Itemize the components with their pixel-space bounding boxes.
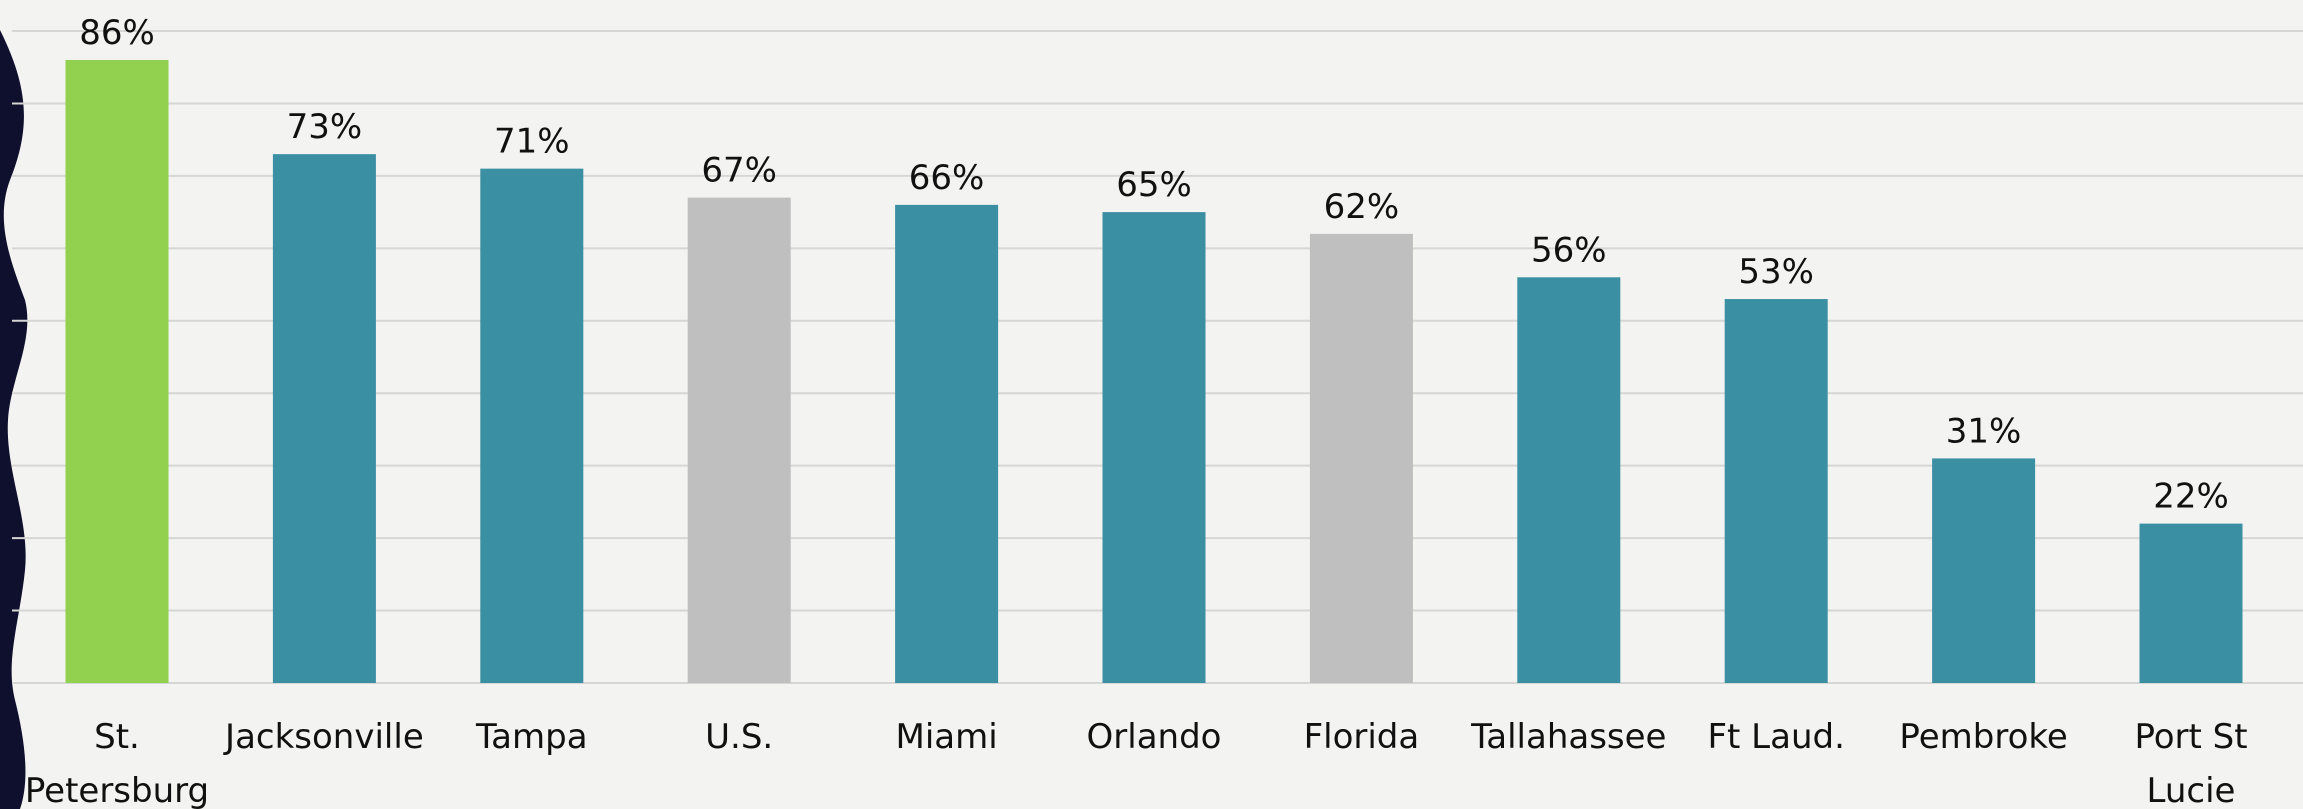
bar xyxy=(1517,277,1620,683)
bar xyxy=(66,60,169,683)
decoration xyxy=(0,30,27,809)
value-label: 22% xyxy=(2153,477,2229,517)
bar xyxy=(895,205,998,683)
x-tick-label: Port St Lucie xyxy=(2091,710,2291,809)
x-tick-label: Pembroke xyxy=(1884,710,2084,764)
bar xyxy=(688,198,791,683)
x-tick-label: Jacksonville xyxy=(224,710,424,764)
chart: 86% 73% 71% 67% 66% 65% 62% 56% 53% 31% 22% xyxy=(0,0,2303,809)
x-tick-label: U.S. xyxy=(639,710,839,764)
x-tick-label: Ft Laud. xyxy=(1676,710,1876,764)
value-label: 53% xyxy=(1738,252,1814,292)
bar xyxy=(480,169,583,683)
x-tick-label: Florida xyxy=(1261,710,1461,764)
value-label: 62% xyxy=(1324,187,1400,227)
page: 86% 73% 71% 67% 66% 65% 62% 56% 53% 31% 22% St. Pe… xyxy=(0,0,2303,809)
value-label: 56% xyxy=(1531,230,1607,270)
bar xyxy=(1310,234,1413,683)
x-tick-label: Tampa xyxy=(432,710,632,764)
value-label: 71% xyxy=(494,122,570,162)
x-tick-label: Orlando xyxy=(1054,710,1254,764)
bar xyxy=(1725,299,1828,683)
value-label: 66% xyxy=(909,158,985,198)
bar xyxy=(1103,212,1206,683)
bar xyxy=(2140,524,2243,683)
value-label: 86% xyxy=(79,13,155,53)
value-label: 31% xyxy=(1946,411,2022,451)
value-label: 67% xyxy=(701,151,777,191)
x-tick-label: Tallahassee xyxy=(1469,710,1669,764)
value-label: 65% xyxy=(1116,165,1192,205)
value-label: 73% xyxy=(287,107,363,147)
bar xyxy=(273,154,376,683)
bar xyxy=(1932,458,2035,683)
x-tick-label: St. Petersburg xyxy=(17,710,217,809)
x-tick-label: Miami xyxy=(847,710,1047,764)
